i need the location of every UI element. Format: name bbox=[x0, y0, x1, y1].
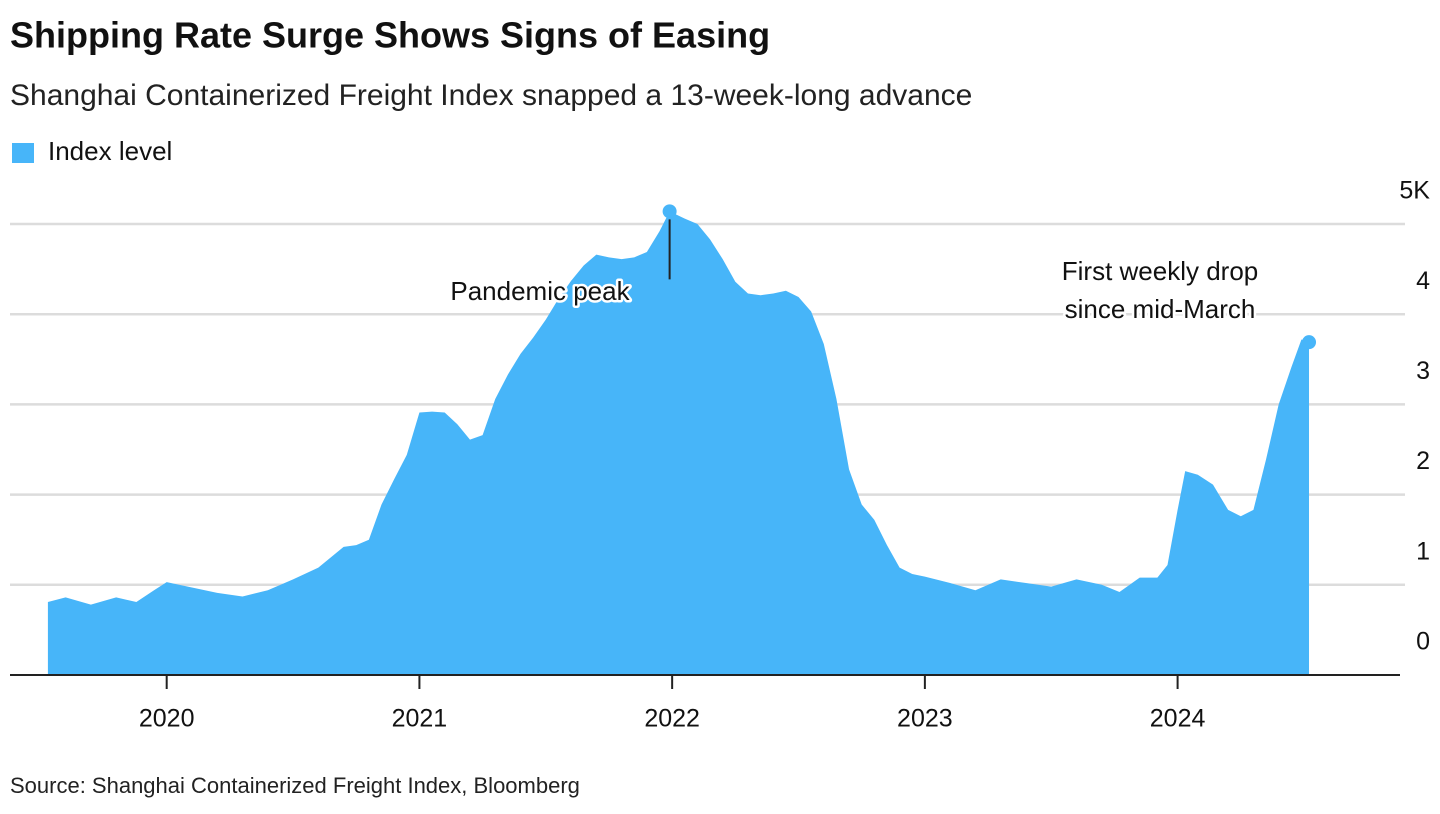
axes: 0 1 2 3 4 5K Index level 2020 2021 2022 2023 2024 bbox=[10, 136, 1430, 733]
y-tick-label: 0 bbox=[1416, 628, 1430, 656]
y-tick-label: 5K bbox=[1399, 177, 1430, 205]
x-tick-label: 2020 bbox=[139, 705, 195, 733]
source: Source: Shanghai Containerized Freight I… bbox=[10, 773, 580, 798]
y-tick-label: 1 bbox=[1416, 537, 1430, 565]
plot: Pandemic peak First weekly drop since mid-… bbox=[47, 204, 1317, 675]
annotation: First weekly drop bbox=[1062, 256, 1259, 286]
annotation: since mid-March bbox=[1065, 294, 1256, 324]
chart-subtitle: Shanghai Containerized Freight Index sna… bbox=[10, 79, 972, 112]
highlight-point bbox=[1302, 335, 1317, 350]
annotation: Pandemic peak bbox=[450, 276, 630, 306]
legend-swatch bbox=[12, 143, 34, 163]
chart-title: Shipping Rate Surge Shows Signs of Easin… bbox=[10, 15, 770, 56]
x-tick-label: 2024 bbox=[1150, 705, 1206, 733]
legend-label: Index level bbox=[48, 136, 172, 166]
highlight-point bbox=[662, 204, 677, 219]
x-tick-label: 2022 bbox=[644, 705, 700, 733]
area bbox=[47, 211, 1310, 675]
x-tick-label: 2023 bbox=[897, 705, 953, 733]
y-tick-label: 3 bbox=[1416, 357, 1430, 385]
y-tick-label: 2 bbox=[1416, 447, 1430, 475]
x-tick-label: 2021 bbox=[392, 705, 448, 733]
y-tick-label: 4 bbox=[1416, 267, 1430, 295]
